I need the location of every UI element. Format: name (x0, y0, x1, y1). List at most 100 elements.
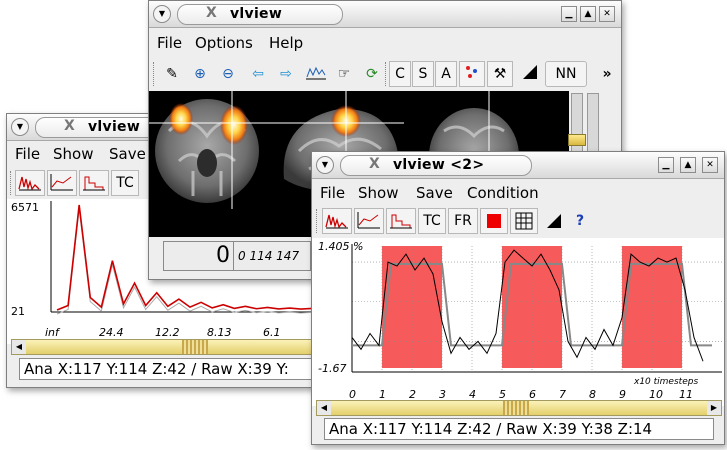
grid-icon[interactable] (510, 208, 538, 234)
minimize-button[interactable]: ▁ (561, 6, 577, 22)
contrast-icon[interactable] (540, 208, 568, 234)
menu-help[interactable]: Help (269, 34, 304, 52)
reference-spectrum-line (56, 208, 324, 315)
x-tick-label: 8.13 (207, 326, 232, 339)
x-tick-label: 9 (619, 388, 626, 401)
condition-color-button[interactable] (480, 208, 508, 234)
menu-save[interactable]: Save (416, 184, 453, 202)
interpolation-button[interactable]: NN (545, 61, 587, 87)
x-tick-label: 3 (439, 388, 446, 401)
horizontal-scrollbar[interactable]: ◀ (11, 339, 327, 355)
status-bar: Ana X:117 Y:114 Z:42 / Raw X:39 Y:38 Z:1… (324, 418, 714, 440)
coronal-button[interactable]: C (389, 61, 411, 87)
timecourse-series (351, 249, 712, 362)
menu-file[interactable]: File (320, 184, 346, 202)
x-unit-label: x10 timesteps (633, 377, 698, 387)
arrow-left-icon[interactable]: ⇦ (252, 66, 264, 82)
scroll-left-icon[interactable]: ◀ (12, 340, 26, 354)
menu-file[interactable]: File (15, 145, 41, 163)
menu-options[interactable]: Options (195, 34, 253, 52)
overflow-chevron-icon[interactable]: » (602, 66, 612, 82)
x-tick-label: 24.4 (99, 326, 124, 339)
toolbar-grip[interactable] (153, 62, 156, 86)
timecourse-icon[interactable] (47, 170, 77, 196)
title-pill[interactable]: X vlview (177, 4, 343, 25)
y-max-label: 6571 (11, 201, 39, 214)
scroll-left-icon[interactable]: ◀ (317, 401, 331, 415)
tc-button[interactable]: TC (111, 170, 139, 196)
maximize-button[interactable]: ▲ (680, 157, 696, 173)
y-min-label: 21 (11, 305, 25, 318)
close-button[interactable]: ✕ (702, 157, 718, 173)
window-menu-icon[interactable]: ▼ (11, 118, 29, 136)
x-tick-label: 11 (679, 388, 693, 401)
x-tick-label: 8 (589, 388, 596, 401)
app-icon: X (206, 5, 217, 21)
zoom-in-icon[interactable]: ⊕ (194, 66, 206, 82)
histogram-icon[interactable] (386, 208, 416, 234)
coordinate-display: 0 114 147 (233, 241, 311, 271)
menu-save[interactable]: Save (109, 145, 146, 163)
hand-pointer-icon[interactable]: ☞ (337, 66, 351, 82)
spectrum-icon[interactable] (15, 170, 45, 196)
x-tick-label: 7 (559, 388, 566, 401)
x-tick-labels: 0 1 2 3 4 5 6 7 8 9 10 11 (349, 388, 693, 401)
zoom-out-icon[interactable]: ⊖ (222, 66, 234, 82)
sagittal-button[interactable]: S (412, 61, 434, 87)
window-menu-icon[interactable]: ▼ (316, 156, 334, 174)
titlebar: ▼ X vlview ▁ ▲ ✕ (149, 1, 621, 28)
title-pill[interactable]: X vlview <2> (340, 155, 532, 176)
histogram-icon[interactable] (79, 170, 109, 196)
colormap-icon[interactable] (459, 61, 485, 87)
x-tick-label: 10 (649, 388, 663, 401)
window-timecourse: ▼ X vlview <2> ▁ ▲ ✕ File Show Save Cond… (311, 151, 725, 445)
minimize-button[interactable]: ▁ (658, 157, 674, 173)
scroll-thumb[interactable] (182, 340, 208, 354)
scroll-thumb[interactable] (503, 401, 529, 415)
toolbar: TC (7, 169, 329, 199)
titlebar: ▼ X vlview <2> ▁ ▲ ✕ (312, 152, 724, 179)
toolbar-grip[interactable] (316, 209, 319, 233)
x-tick-label: 6 (529, 388, 536, 401)
tc-button[interactable]: TC (418, 208, 446, 234)
x-tick-label: 6.1 (263, 326, 281, 339)
spectrum-series (56, 204, 324, 315)
close-button[interactable]: ✕ (599, 6, 615, 22)
app-icon: X (369, 156, 380, 172)
spectrum-icon[interactable] (322, 208, 352, 234)
menu-show[interactable]: Show (358, 184, 399, 202)
timecourse-icon[interactable] (354, 208, 384, 234)
arrow-right-icon[interactable]: ⇨ (280, 66, 292, 82)
window-title: vlview (230, 6, 283, 22)
toolbar-grip[interactable] (10, 171, 13, 195)
slider-handle[interactable] (568, 134, 586, 146)
help-pointer-icon[interactable]: ? (575, 213, 585, 229)
window-title: vlview <2> (393, 157, 485, 173)
value-display: 0 (163, 241, 235, 271)
fr-button[interactable]: FR (448, 208, 478, 234)
window-menu-icon[interactable]: ▼ (153, 5, 171, 23)
timecourse-icon[interactable] (303, 61, 329, 87)
y-max-label: 1.405 % (318, 240, 363, 253)
maximize-button[interactable]: ▲ (580, 6, 596, 22)
menu-file[interactable]: File (157, 34, 183, 52)
app-icon: X (64, 118, 75, 134)
reload-icon[interactable]: ⟳ (366, 66, 378, 82)
horizontal-scrollbar[interactable]: ◀ ▶ (316, 400, 722, 416)
x-tick-label: 12.2 (155, 326, 180, 339)
timecourse-plot: 1.405 % -1.67 x10 timesteps 0 1 2 3 4 5 6 7 8 9 10… (312, 238, 724, 406)
menu-condition[interactable]: Condition (467, 184, 539, 202)
axial-button[interactable]: A (435, 61, 457, 87)
link-icon[interactable]: ⚒ (487, 61, 513, 87)
model-fit-line (352, 263, 712, 347)
y-min-label: -1.67 (318, 362, 346, 375)
pencil-icon[interactable]: ✎ (166, 66, 178, 82)
toolbar-separator (385, 62, 388, 86)
toolbar: ✎ ⊕ ⊖ ⇦ ⇨ ☞ ⟳ C S A ⚒ NN » (149, 59, 621, 89)
x-tick-label: 0 (349, 388, 356, 401)
x-tick-label: 2 (409, 388, 416, 401)
contrast-icon[interactable] (517, 61, 543, 87)
scroll-right-icon[interactable]: ▶ (707, 401, 721, 415)
menubar: File Options Help (149, 31, 621, 53)
menu-show[interactable]: Show (53, 145, 94, 163)
